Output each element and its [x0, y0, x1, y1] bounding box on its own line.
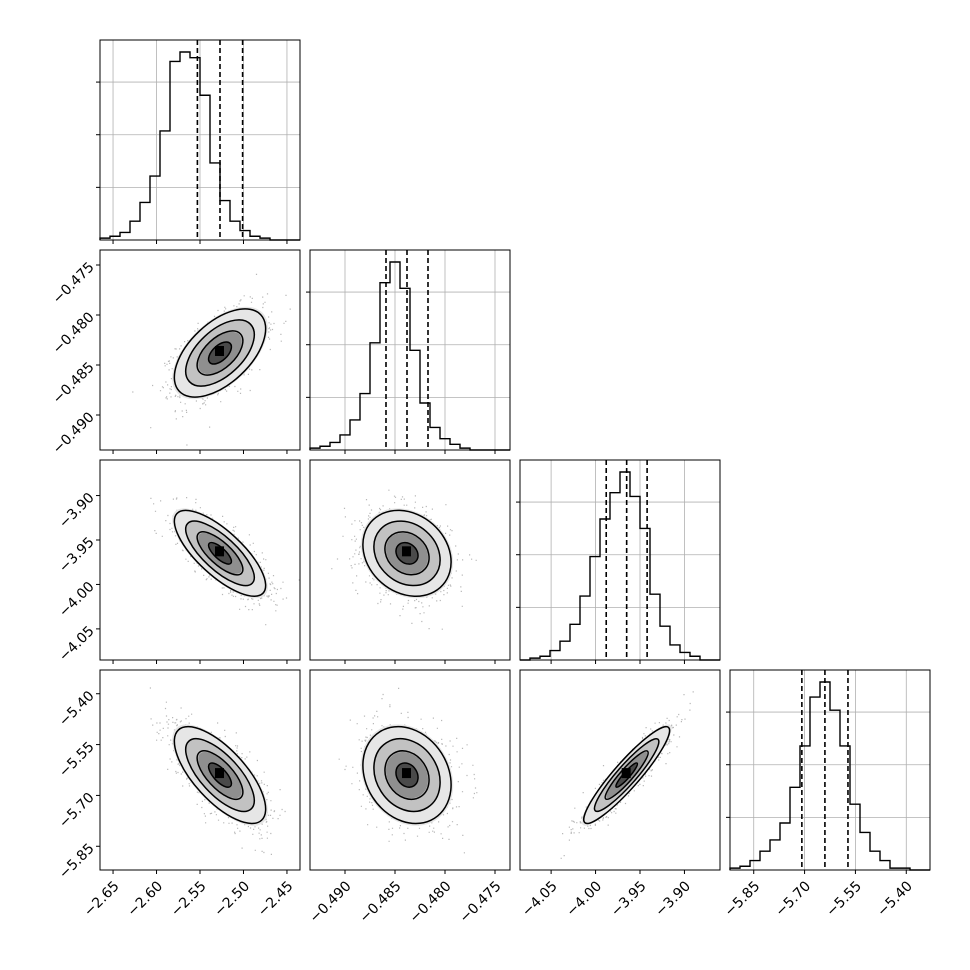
contour-line-4: [173, 509, 267, 598]
panel-content: [150, 497, 300, 626]
panel-content: [149, 687, 286, 855]
x-tick-label: −2.60: [124, 878, 166, 920]
x-tick-label: −4.00: [564, 878, 606, 920]
density-peak: [402, 768, 411, 779]
contour-line-3: [185, 738, 255, 813]
scatter-panel-4-1: [99, 669, 301, 871]
y-tick-label: −0.480: [50, 309, 98, 357]
contour-line-3: [593, 738, 660, 813]
panel-frame: [519, 459, 721, 661]
density-peak: [215, 346, 224, 356]
x-tick-label: −2.50: [211, 878, 253, 920]
y-tick-label: −4.05: [56, 623, 98, 665]
density-peak: [402, 546, 411, 557]
histogram-panel-3: [516, 459, 721, 661]
panel-frame: [519, 669, 721, 871]
panel-content: [560, 691, 694, 859]
density-peak: [215, 768, 224, 779]
x-tick-label: −3.95: [608, 878, 650, 920]
y-tick-label: −5.40: [56, 688, 98, 730]
contour-line-4: [582, 725, 671, 825]
y-tick-label: −5.85: [56, 841, 98, 883]
density-peak: [215, 546, 224, 557]
y-tick-label: −5.55: [56, 739, 98, 781]
y-tick-label: −5.70: [56, 790, 98, 832]
histogram-step: [520, 471, 720, 661]
x-tick-label: −5.70: [773, 878, 815, 920]
x-tick-label: −0.485: [357, 878, 405, 926]
x-tick-label: −5.40: [874, 878, 916, 920]
contour-line-4: [173, 725, 267, 825]
panel-content: [132, 273, 291, 446]
y-tick-label: −0.490: [50, 409, 98, 457]
contour-line-3: [373, 738, 441, 813]
x-tick-label: −0.480: [407, 878, 455, 926]
x-tick-label: −0.490: [307, 878, 355, 926]
contour-line-1: [207, 541, 233, 565]
panel-content: [338, 687, 478, 854]
contour-line-4: [362, 509, 452, 598]
histogram-step: [309, 261, 510, 451]
contour-line-2: [196, 531, 244, 576]
y-tick-label: −3.90: [56, 490, 98, 532]
contour-line-2: [604, 750, 649, 801]
contour-line-2: [196, 330, 244, 376]
panel-frame: [729, 669, 931, 871]
contour-line-3: [373, 520, 441, 587]
histogram-step: [729, 681, 930, 871]
y-tick-label: −4.00: [56, 579, 98, 621]
x-tick-label: −4.05: [519, 878, 561, 920]
contour-line-4: [362, 725, 452, 825]
y-tick-label: −3.95: [56, 534, 98, 576]
x-tick-label: −5.55: [823, 878, 865, 920]
contour-line-3: [185, 520, 255, 587]
y-tick-label: −0.475: [50, 259, 98, 307]
y-tick-label: −0.485: [50, 359, 98, 407]
contour-line-2: [384, 750, 430, 801]
x-tick-label: −2.45: [255, 878, 297, 920]
density-peak: [621, 768, 631, 779]
histogram-panel-4: [726, 669, 931, 871]
x-tick-label: −0.475: [457, 878, 505, 926]
scatter-panel-3-2: [309, 459, 511, 661]
scatter-panel-4-2: [309, 669, 511, 871]
panel-frame: [309, 459, 511, 661]
contour-line-1: [615, 762, 639, 788]
contour-line-2: [384, 531, 430, 576]
x-tick-label: −2.55: [168, 878, 210, 920]
contour-line-1: [395, 762, 419, 788]
histogram-panel-1: [96, 39, 301, 241]
x-tick-label: −3.90: [652, 878, 694, 920]
contour-line-2: [196, 750, 244, 801]
scatter-panel-3-1: [99, 459, 301, 661]
x-tick-label: −5.85: [722, 878, 764, 920]
contour-line-3: [185, 319, 255, 387]
histogram-panel-2: [306, 249, 511, 451]
panel-frame: [309, 669, 511, 871]
scatter-panel-2-1: [99, 249, 301, 451]
contour-line-1: [207, 762, 233, 788]
x-tick-label: −2.65: [81, 878, 123, 920]
panel-content: [331, 489, 477, 630]
contour-line-1: [395, 541, 419, 565]
contour-line-1: [207, 341, 233, 365]
scatter-panel-4-3: [519, 669, 721, 871]
panel-frame: [309, 249, 511, 451]
histogram-step: [99, 51, 300, 241]
contour-line-4: [173, 308, 267, 398]
